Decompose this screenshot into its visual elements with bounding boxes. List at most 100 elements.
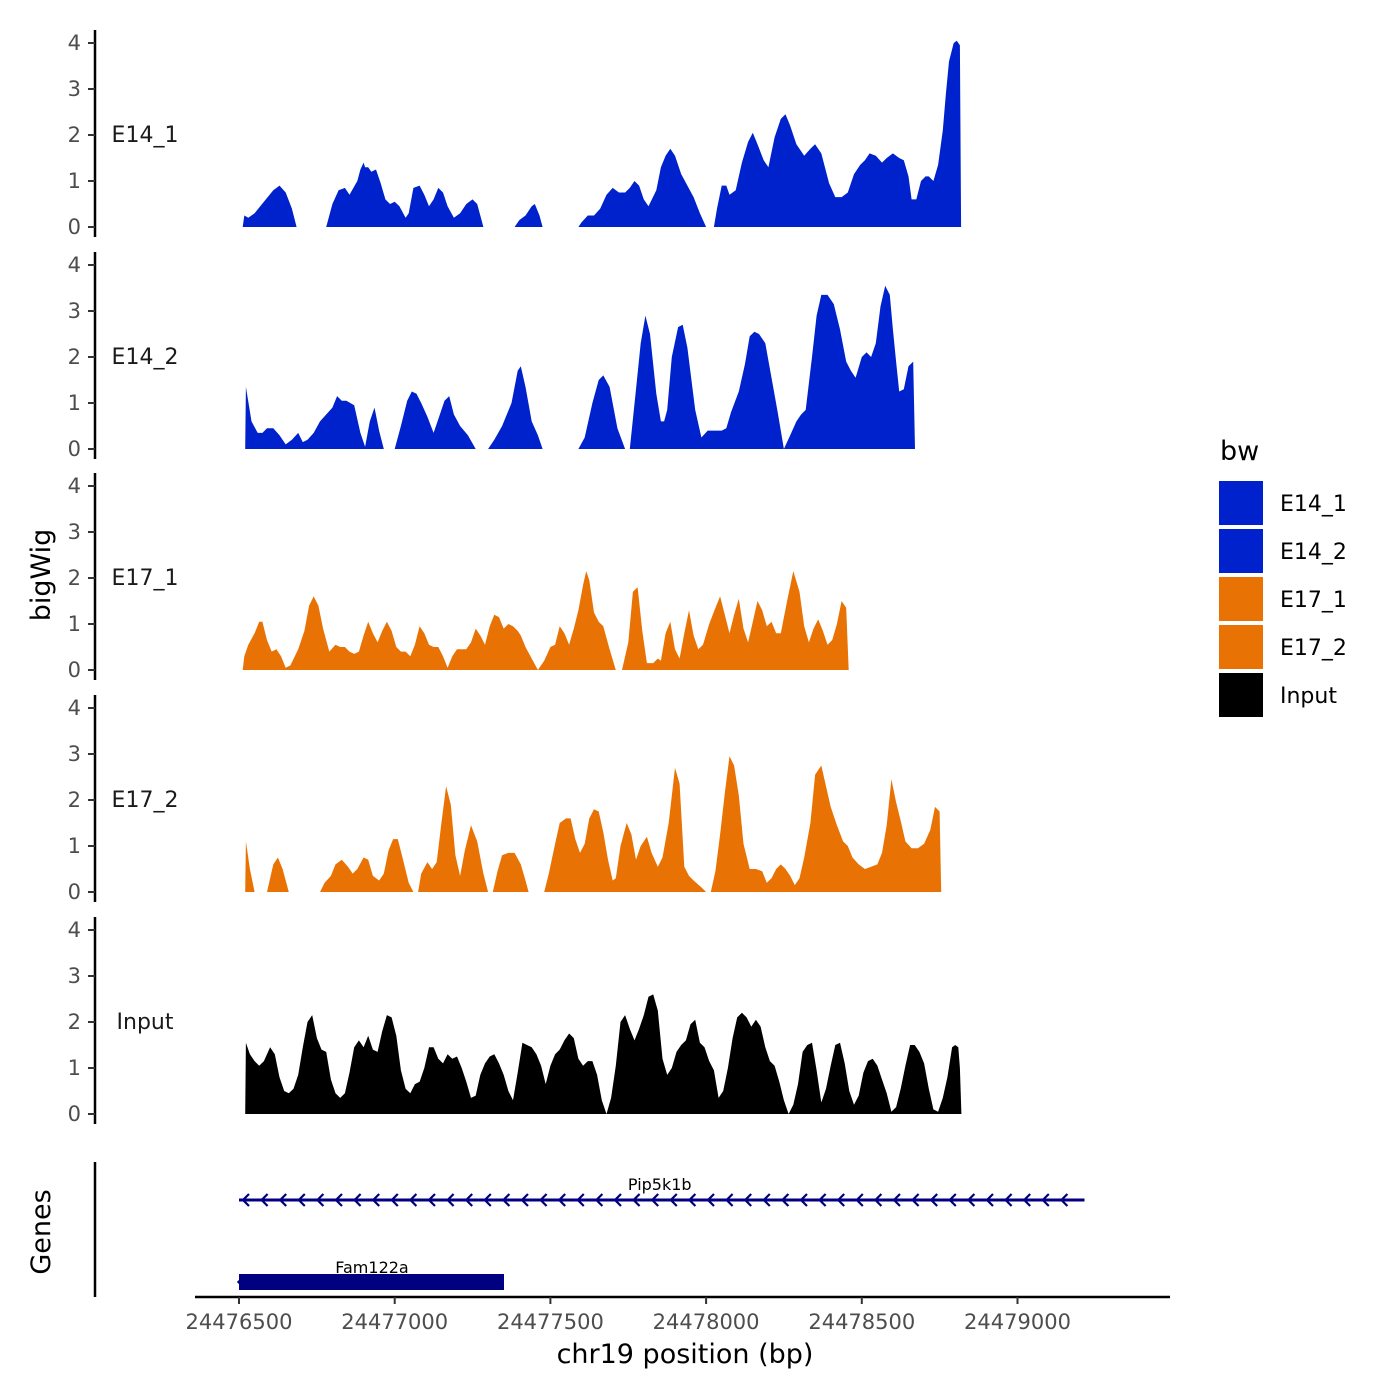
strand-arrow (483, 1193, 492, 1207)
track-label-e17-1: E17_1 (112, 566, 179, 591)
area-series-input (245, 994, 962, 1114)
strand-arrow (818, 1193, 827, 1207)
legend-swatch (1219, 577, 1263, 621)
strand-arrow (371, 1193, 380, 1207)
strand-arrow (762, 1193, 771, 1207)
strand-arrow (557, 1193, 566, 1207)
strand-arrow (948, 1193, 957, 1207)
strand-arrow (408, 1193, 418, 1207)
strand-arrow (799, 1193, 808, 1207)
strand-arrow (390, 1193, 399, 1207)
x-tick-label: 24476500 (186, 1310, 293, 1334)
y-tick-label: 3 (68, 77, 81, 101)
legend-entry-e14-1: E14_1 (1219, 481, 1347, 525)
legend-entry-e14-2: E14_2 (1219, 529, 1347, 573)
y-tick-label: 0 (68, 437, 81, 461)
strand-arrow (576, 1193, 585, 1207)
y-tick-label: 3 (68, 520, 81, 544)
y-tick-label: 1 (68, 834, 81, 858)
strand-arrow (241, 1193, 250, 1207)
area-series-e17-2 (245, 756, 942, 892)
strand-arrow (632, 1193, 641, 1207)
legend-title: bw (1220, 436, 1259, 467)
legend-swatch (1219, 529, 1263, 573)
strand-arrow (315, 1193, 325, 1207)
x-tick-label: 24477500 (497, 1310, 604, 1334)
x-tick-label: 24478000 (653, 1310, 760, 1334)
strand-arrow (297, 1193, 306, 1207)
legend-entry-input: Input (1219, 673, 1337, 717)
legend-swatch (1219, 673, 1263, 717)
strand-arrow (501, 1193, 511, 1207)
panel-e17-1: 0 1 2 3 4 E17_1 (68, 473, 849, 682)
strand-arrow (334, 1193, 343, 1207)
x-tick-label: 24478500 (808, 1310, 915, 1334)
y-tick-label: 4 (68, 918, 81, 942)
area-series-e14-1 (242, 40, 962, 228)
y-tick-label: 4 (68, 696, 81, 720)
panel-e14-2: 0 1 2 3 4 E14_2 (68, 252, 915, 461)
strand-arrow (892, 1193, 901, 1207)
y-tick-label: 1 (68, 391, 81, 415)
strand-arrow (836, 1193, 845, 1207)
strand-arrow (985, 1193, 994, 1207)
y-tick-label: 3 (68, 299, 81, 323)
strand-arrow (911, 1193, 920, 1207)
y-tick-label: 4 (68, 474, 81, 498)
strand-arrow (855, 1193, 864, 1207)
y-tick-label: 1 (68, 169, 81, 193)
legend-swatch (1219, 625, 1263, 669)
strand-arrow (613, 1193, 622, 1207)
track-label-e14-1: E14_1 (112, 123, 179, 148)
strand-arrow (669, 1193, 678, 1207)
strand-arrow (873, 1193, 883, 1207)
strand-arrow (353, 1193, 362, 1207)
gene-pip5k1b: Pip5k1b (239, 1175, 1085, 1207)
y-tick-label: 4 (68, 31, 81, 55)
y-tick-label: 3 (68, 964, 81, 988)
genes-panel-label: Genes (26, 1189, 57, 1274)
y-tick-label: 3 (68, 742, 81, 766)
legend-label: E17_1 (1280, 588, 1347, 613)
strand-arrow (725, 1193, 734, 1207)
y-tick-label: 2 (68, 566, 81, 590)
strand-arrow (706, 1193, 715, 1207)
area-series-e17-1 (242, 571, 849, 670)
gene-fam122a: Fam122a (236, 1258, 504, 1290)
strand-arrow (743, 1193, 752, 1207)
y-tick-label: 1 (68, 612, 81, 636)
strand-arrow (650, 1193, 659, 1207)
strand-arrow (446, 1193, 455, 1207)
legend: bw E14_1 E14_2 E17_1 E17_2 Input (1219, 436, 1347, 717)
x-axis-title: chr19 position (bp) (557, 1339, 814, 1370)
strand-arrow (236, 1274, 247, 1290)
legend-swatch (1219, 481, 1263, 525)
strand-arrow (1041, 1193, 1050, 1207)
x-tick-label: 24477000 (341, 1310, 448, 1334)
panel-e17-2: 0 1 2 3 4 E17_2 (68, 695, 942, 904)
area-series-e14-2 (245, 285, 915, 449)
strand-arrow (260, 1193, 269, 1207)
legend-label: E17_2 (1280, 636, 1347, 661)
strand-arrow (464, 1193, 473, 1207)
y-tick-label: 0 (68, 658, 81, 682)
legend-label: E14_2 (1280, 540, 1347, 565)
panel-input: 0 1 2 3 4 Input (68, 917, 962, 1126)
legend-entry-e17-1: E17_1 (1219, 577, 1347, 621)
y-tick-label: 2 (68, 788, 81, 812)
panel-e14-1: 0 1 2 3 4 E14_1 (68, 30, 962, 239)
y-tick-label: 0 (68, 880, 81, 904)
strand-arrow (687, 1193, 697, 1207)
strand-arrow (1022, 1193, 1031, 1207)
strand-arrow (427, 1193, 436, 1207)
x-tick-label: 24479000 (964, 1310, 1071, 1334)
y-tick-label: 0 (68, 215, 81, 239)
track-label-e14-2: E14_2 (112, 345, 179, 370)
y-tick-label: 2 (68, 345, 81, 369)
gene-body (239, 1274, 504, 1290)
y-tick-label: 2 (68, 123, 81, 147)
strand-arrow (520, 1193, 529, 1207)
strand-arrow (278, 1193, 287, 1207)
y-tick-label: 0 (68, 1102, 81, 1126)
